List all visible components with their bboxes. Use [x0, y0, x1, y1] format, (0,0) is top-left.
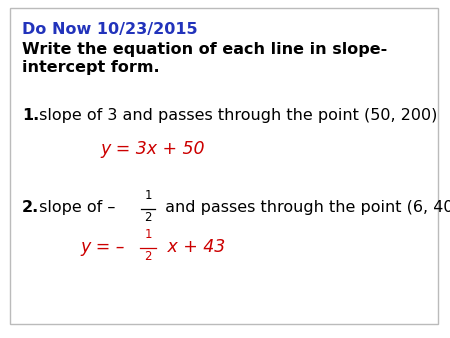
Text: and passes through the point (6, 40): and passes through the point (6, 40): [160, 200, 450, 215]
Text: slope of 3 and passes through the point (50, 200): slope of 3 and passes through the point …: [34, 108, 437, 123]
Text: y = –: y = –: [80, 238, 130, 256]
Text: 2.: 2.: [22, 200, 39, 215]
Text: Write the equation of each line in slope-: Write the equation of each line in slope…: [22, 42, 387, 57]
Text: x + 43: x + 43: [162, 238, 225, 256]
Text: y = 3x + 50: y = 3x + 50: [100, 140, 204, 158]
Text: slope of –: slope of –: [34, 200, 115, 215]
Text: 2: 2: [144, 250, 152, 263]
Text: 1.: 1.: [22, 108, 39, 123]
Text: 1: 1: [144, 228, 152, 241]
FancyBboxPatch shape: [10, 8, 438, 324]
Text: 2: 2: [144, 211, 152, 224]
Text: intercept form.: intercept form.: [22, 60, 160, 75]
Text: 1: 1: [144, 189, 152, 202]
Text: Do Now 10/23/2015: Do Now 10/23/2015: [22, 22, 198, 37]
